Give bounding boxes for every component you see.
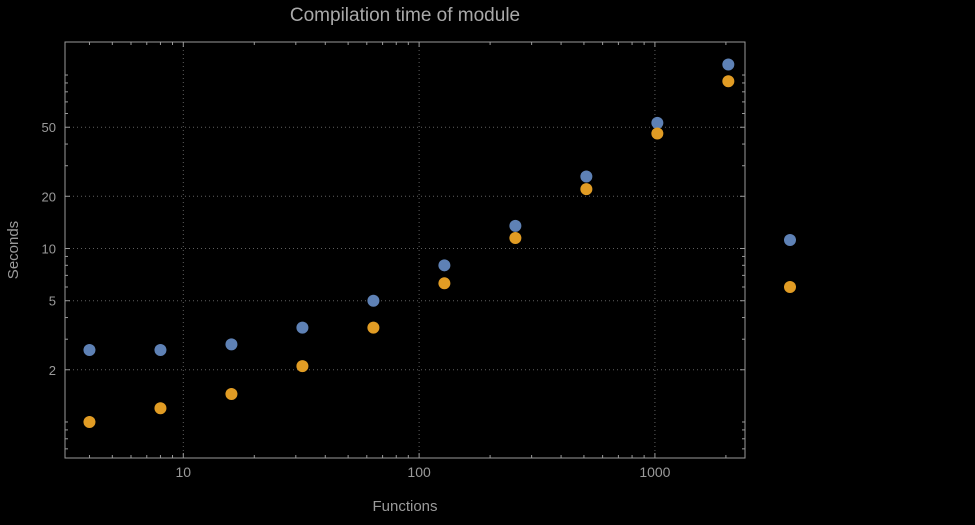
data-point-series-2-orange bbox=[438, 277, 451, 290]
data-point-series-1-blue bbox=[722, 58, 735, 71]
chart-title: Compilation time of module bbox=[289, 5, 521, 26]
data-point-series-2-orange bbox=[580, 183, 593, 196]
x-tick-label: 100 bbox=[407, 464, 431, 480]
plot-frame bbox=[64, 41, 746, 459]
x-axis-label: Functions bbox=[372, 498, 438, 515]
data-point-series-2-orange bbox=[509, 231, 522, 244]
data-point-series-1-blue bbox=[154, 343, 167, 356]
y-axis-label: Seconds bbox=[5, 220, 22, 280]
data-point-series-2-orange bbox=[154, 402, 167, 415]
x-tick-label: 1000 bbox=[639, 464, 670, 480]
data-point-series-2-orange bbox=[296, 360, 309, 373]
data-point-series-2-orange bbox=[83, 415, 96, 428]
data-point-series-1-blue bbox=[225, 338, 238, 351]
data-point-series-2-orange bbox=[225, 387, 238, 400]
data-point-series-1-blue bbox=[509, 219, 522, 232]
data-point-series-2-orange bbox=[722, 75, 735, 88]
legend-marker-2 bbox=[784, 281, 796, 293]
data-point-series-1-blue bbox=[83, 343, 96, 356]
data-point-series-2-orange bbox=[367, 321, 380, 334]
data-point-series-1-blue bbox=[296, 321, 309, 334]
y-tick-label: 20 bbox=[42, 189, 56, 204]
data-point-series-2-orange bbox=[651, 127, 664, 140]
y-tick-label: 10 bbox=[42, 242, 56, 257]
x-tick-label: 10 bbox=[176, 464, 192, 480]
legend-marker-1 bbox=[784, 234, 796, 246]
y-tick-label: 2 bbox=[49, 363, 56, 378]
data-point-series-1-blue bbox=[367, 294, 380, 307]
data-point-series-1-blue bbox=[651, 116, 664, 129]
data-point-series-1-blue bbox=[580, 170, 593, 183]
y-tick-label: 50 bbox=[42, 120, 56, 135]
data-point-series-1-blue bbox=[438, 259, 451, 272]
y-tick-label: 5 bbox=[49, 294, 56, 309]
